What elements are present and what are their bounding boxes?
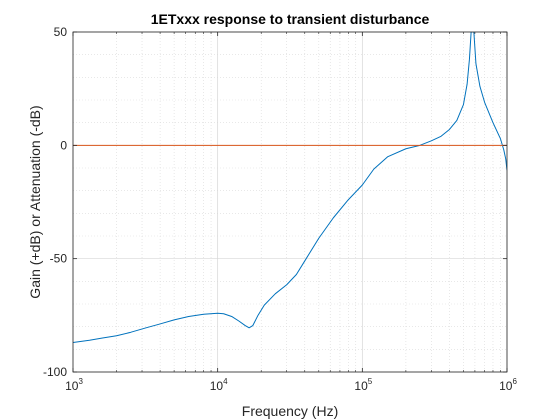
y-tick-label: -50 [50, 252, 68, 266]
plot-frame [72, 31, 508, 373]
series-group [73, 32, 507, 344]
plot-area [73, 32, 507, 372]
x-tick-label: 105 [354, 377, 372, 393]
chart-title: 1ETxxx response to transient disturbance [151, 11, 430, 27]
x-tick-exponent: 4 [223, 377, 228, 386]
x-tick-exponent: 3 [78, 377, 83, 386]
x-tick-label: 103 [65, 377, 83, 393]
x-tick-base: 10 [354, 379, 368, 393]
series-line-0 [73, 32, 507, 344]
x-tick-base: 10 [210, 379, 224, 393]
x-tick-label: 106 [499, 377, 517, 393]
y-tick-label: 0 [60, 138, 67, 152]
y-axis-label: Gain (+dB) or Attenuation (-dB) [27, 105, 43, 298]
x-tick-base: 10 [499, 379, 513, 393]
y-tick-labels: 50 0 -50 -100 [43, 25, 67, 379]
tick-marks [72, 31, 508, 373]
y-tick-label: 50 [54, 25, 68, 39]
y-tick-label: -100 [43, 365, 67, 379]
x-tick-base: 10 [65, 379, 79, 393]
x-tick-labels: 103 104 105 106 [65, 377, 517, 393]
x-axis-label: Frequency (Hz) [242, 403, 338, 419]
x-tick-exponent: 5 [368, 377, 373, 386]
x-tick-exponent: 6 [512, 377, 517, 386]
x-tick-label: 104 [210, 377, 228, 393]
